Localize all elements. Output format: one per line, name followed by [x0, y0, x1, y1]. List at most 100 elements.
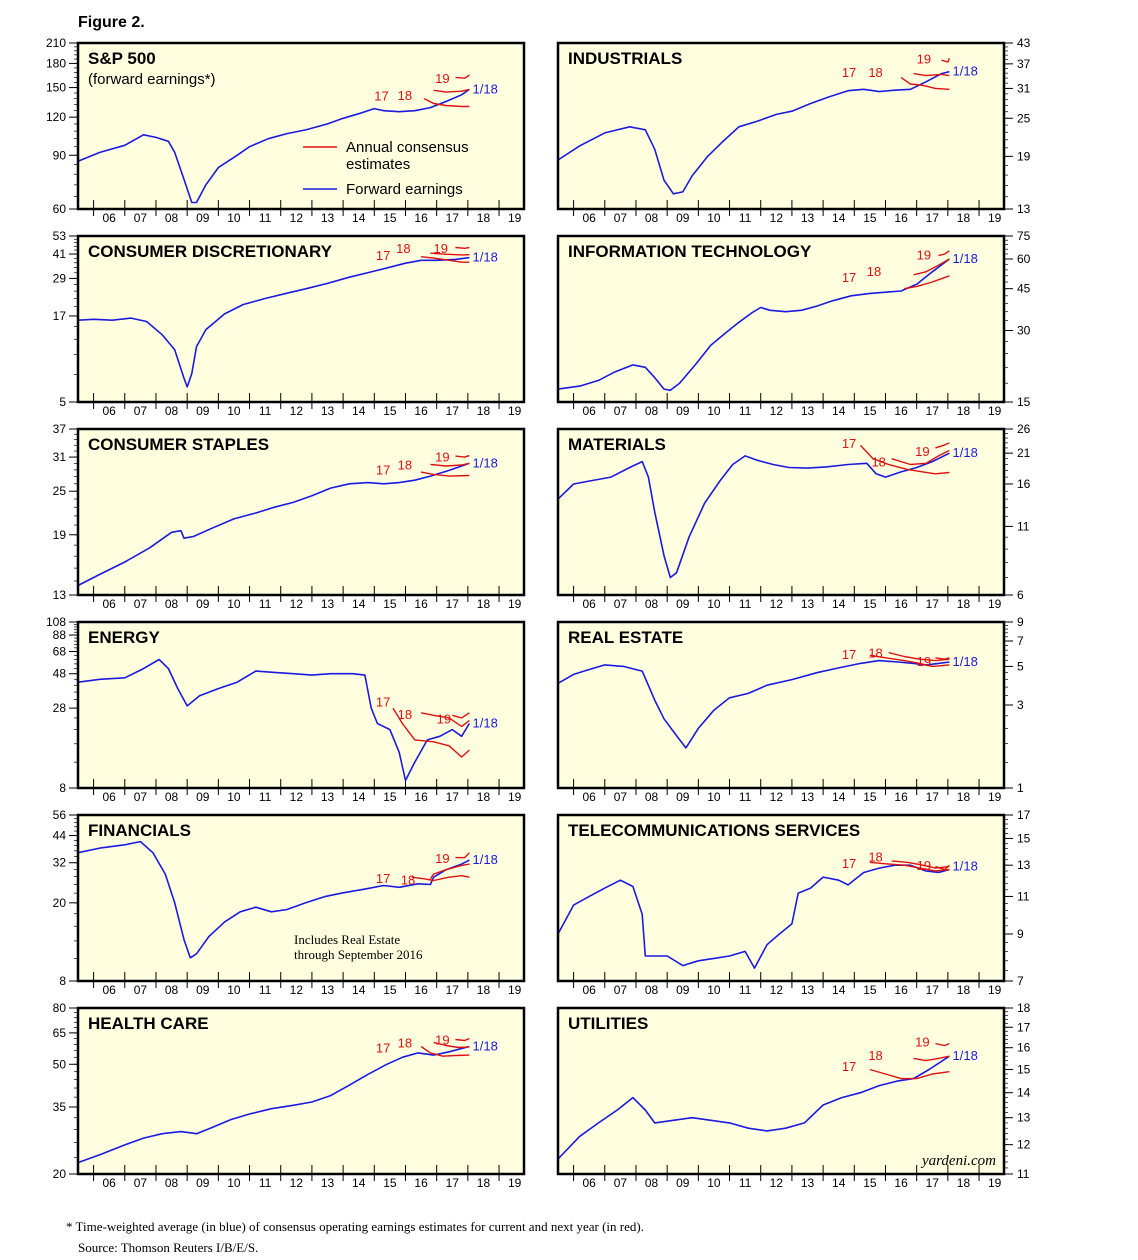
estimate-line-17 [859, 444, 950, 475]
chart-title: MATERIALS [568, 435, 666, 454]
x-tick-label: 17 [446, 1176, 460, 1190]
y-tick-label: 53 [53, 229, 67, 243]
legend-label: estimates [346, 156, 410, 173]
chart-note: through September 2016 [294, 947, 423, 962]
x-tick-label: 09 [676, 983, 690, 997]
y-tick-label: 8 [59, 974, 66, 988]
y-tick-label: 29 [53, 271, 67, 285]
y-tick-label: 37 [1017, 57, 1031, 71]
forward-earnings-line [77, 840, 470, 959]
chart-title: HEALTH CARE [88, 1014, 209, 1033]
chart-panel-consumer-staples: 13 19 25 31 37 06 07 08 09 10 11 12 13 14 15 16 17 18 19 17… [53, 422, 526, 611]
x-tick-label: 16 [414, 404, 428, 418]
x-tick-label: 12 [290, 211, 304, 225]
x-tick-label: 08 [165, 983, 179, 997]
series-label: 18 [868, 645, 882, 660]
y-tick-label: 31 [53, 450, 67, 464]
x-tick-label: 10 [707, 790, 721, 804]
chart-title: UTILITIES [568, 1014, 648, 1033]
y-tick-label: 1 [1017, 781, 1024, 795]
plot-area [558, 622, 1004, 788]
x-tick-label: 15 [383, 597, 397, 611]
x-tick-label: 16 [414, 211, 428, 225]
x-tick-label: 07 [134, 790, 148, 804]
y-tick-label: 45 [1017, 282, 1031, 296]
x-tick-label: 16 [414, 983, 428, 997]
plot-area [78, 815, 524, 981]
x-tick-label: 16 [894, 597, 908, 611]
forward-earnings-line [557, 70, 950, 195]
forward-earnings-line [557, 864, 950, 969]
plot-area [78, 43, 524, 209]
chart-title: CONSUMER DISCRETIONARY [88, 242, 333, 261]
plot-frame [556, 427, 1006, 597]
plot-frame [556, 1006, 1006, 1176]
y-tick-label: 19 [53, 528, 67, 542]
x-tick-label: 09 [196, 790, 210, 804]
plot-area [558, 43, 1004, 209]
x-tick-label: 07 [134, 597, 148, 611]
y-tick-label: 15 [1017, 395, 1031, 409]
x-tick-label: 11 [259, 1176, 272, 1190]
x-tick-label: 18 [957, 1176, 971, 1190]
y-tick-label: 17 [1017, 1020, 1031, 1034]
plot-frame [76, 41, 526, 211]
x-tick-label: 09 [676, 1176, 690, 1190]
x-tick-label: 10 [227, 790, 241, 804]
x-tick-label: 15 [863, 211, 877, 225]
x-tick-label: 19 [988, 404, 1002, 418]
x-tick-label: 19 [508, 983, 522, 997]
chart-title: ENERGY [88, 628, 160, 647]
forward-earnings-line [77, 462, 470, 587]
x-tick-label: 09 [676, 790, 690, 804]
series-label: 19 [917, 858, 931, 873]
plot-frame [76, 427, 526, 597]
series-label: 19 [435, 851, 449, 866]
x-tick-label: 08 [165, 1176, 179, 1190]
x-tick-label: 17 [926, 211, 940, 225]
x-tick-label: 07 [614, 211, 628, 225]
x-tick-label: 09 [676, 404, 690, 418]
y-tick-label: 25 [53, 484, 67, 498]
x-tick-label: 14 [352, 1176, 366, 1190]
y-tick-label: 37 [53, 422, 67, 436]
y-tick-label: 13 [1017, 858, 1031, 872]
x-tick-label: 07 [614, 983, 628, 997]
estimate-line-17 [900, 77, 950, 90]
series-label: 17 [842, 270, 856, 285]
x-tick-label: 13 [321, 597, 335, 611]
y-tick-label: 11 [1017, 519, 1030, 533]
estimate-line-17 [420, 471, 470, 477]
x-tick-label: 09 [196, 404, 210, 418]
legend-label: Forward earnings [346, 181, 463, 198]
x-tick-label: 15 [863, 983, 877, 997]
x-tick-label: 12 [290, 404, 304, 418]
y-tick-label: 75 [1017, 229, 1031, 243]
y-tick-label: 15 [1017, 1062, 1031, 1076]
x-tick-label: 06 [583, 983, 597, 997]
series-label: 17 [842, 647, 856, 662]
chart-note: Includes Real Estate [294, 932, 400, 947]
x-tick-label: 18 [477, 1176, 491, 1190]
x-tick-label: 19 [988, 983, 1002, 997]
series-label: 17 [376, 871, 390, 886]
series-label: 1/18 [473, 455, 498, 470]
series-label: 18 [398, 1035, 412, 1050]
x-tick-label: 10 [227, 597, 241, 611]
y-tick-label: 17 [53, 309, 67, 323]
chart-panel-telecommunications-services: 7 9 11 13 15 17 06 07 08 09 10 11 12 13 14 15 16 17 18 19 17… [556, 808, 1031, 997]
forward-earnings-line [77, 88, 470, 204]
y-tick-label: 90 [53, 148, 67, 162]
plot-area [558, 236, 1004, 402]
x-tick-label: 07 [614, 404, 628, 418]
y-tick-label: 6 [1017, 588, 1024, 602]
forward-earnings-line [557, 1055, 950, 1160]
x-tick-label: 06 [103, 597, 117, 611]
series-label: 19 [435, 71, 449, 86]
x-tick-label: 11 [259, 983, 272, 997]
x-tick-label: 14 [832, 211, 846, 225]
chart-panel-financials: 8 20 32 44 56 06 07 08 09 10 11 12 13 14 15 16 17 18 19 17 1… [53, 808, 526, 997]
estimate-line-17 [869, 654, 950, 668]
estimate-line-17 [423, 97, 470, 108]
